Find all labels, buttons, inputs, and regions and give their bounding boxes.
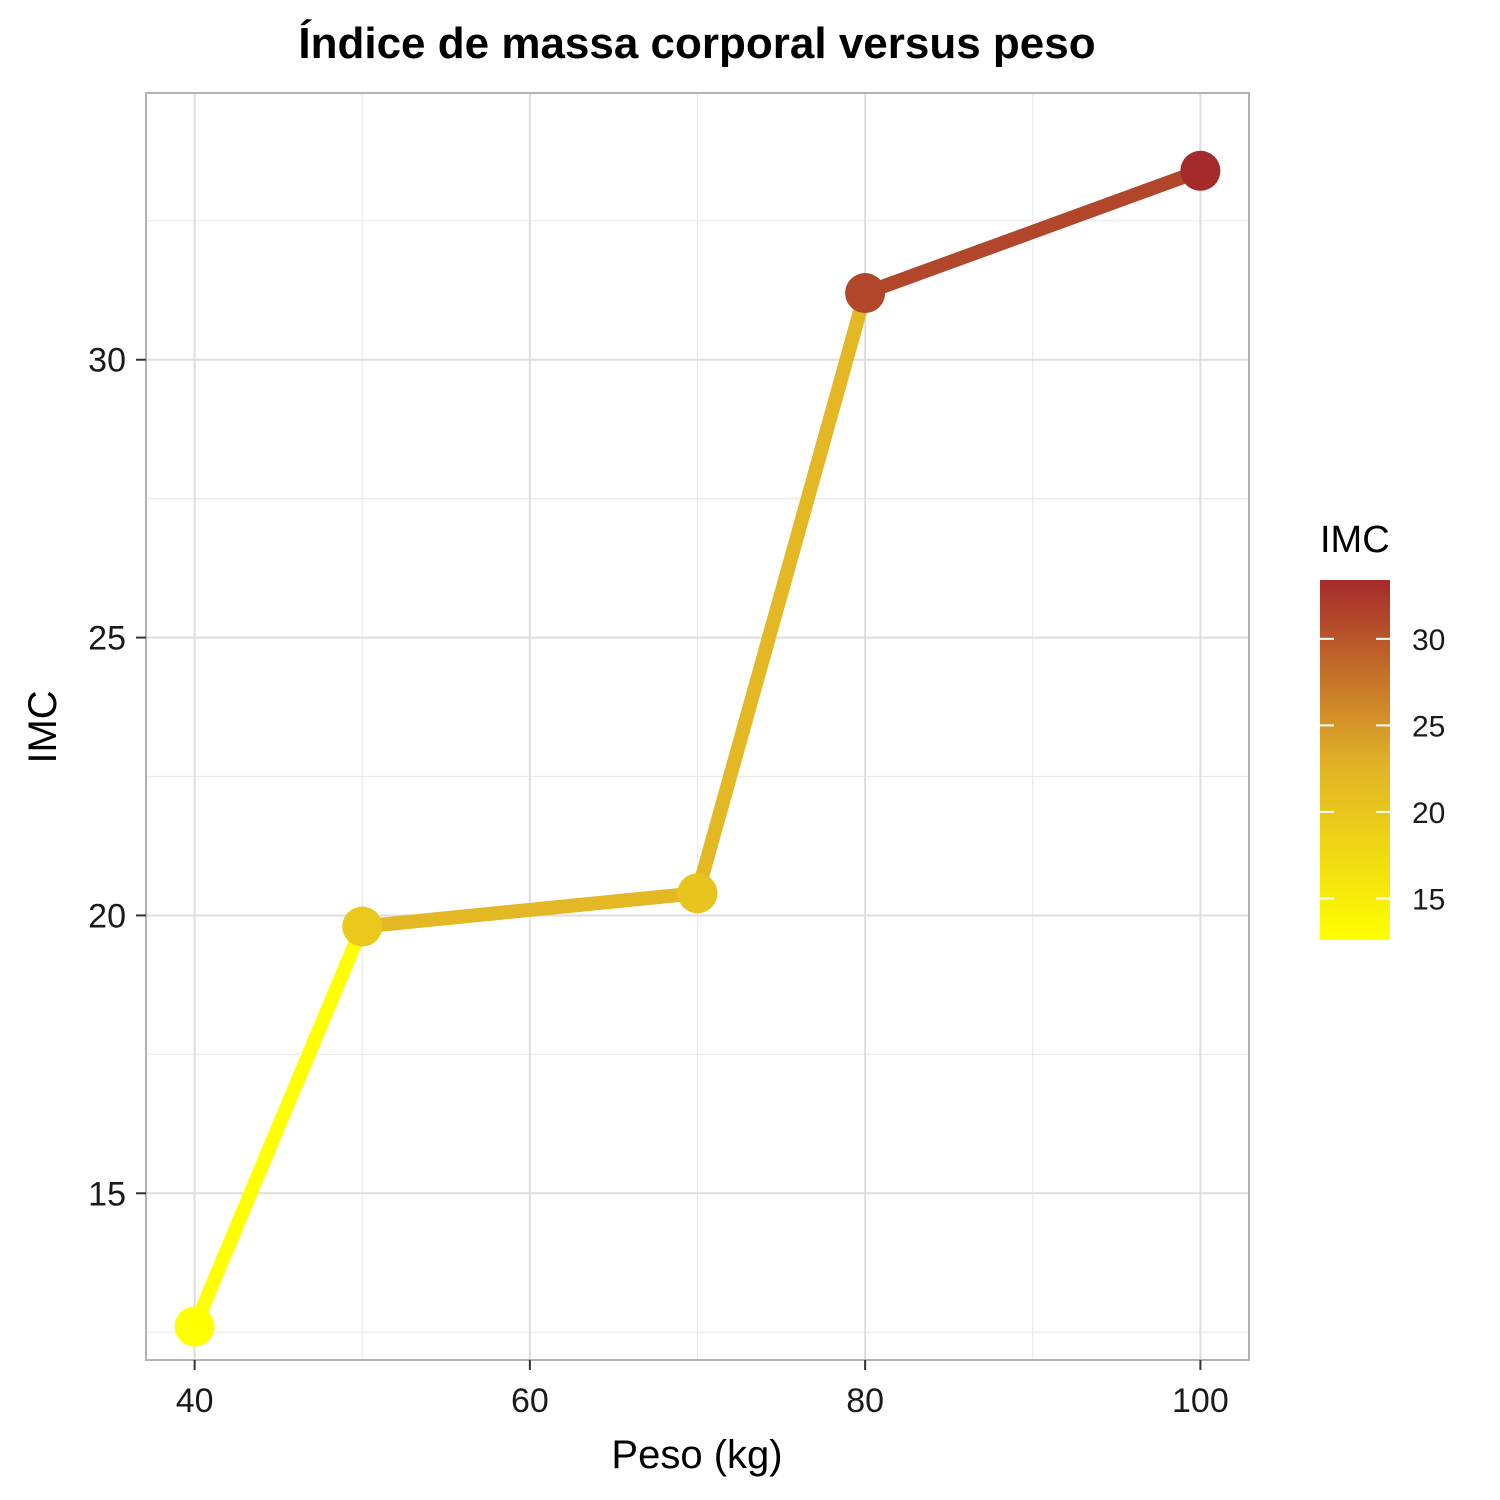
x-tick-label-0: 40 (176, 1382, 214, 1420)
line-segment-0 (188, 923, 369, 1330)
line-segment-1 (361, 886, 699, 934)
x-axis-title: Peso (kg) (611, 1433, 782, 1477)
plot-panel-border (145, 92, 1250, 1361)
y-tick-label-0: 15 (88, 1175, 126, 1213)
data-point-3 (845, 273, 886, 314)
line-segment-2 (690, 291, 872, 896)
grid-minor (146, 93, 1249, 1360)
data-point-0 (174, 1306, 215, 1347)
legend-tick-label-0: 15 (1412, 883, 1445, 916)
line-segment-3 (862, 164, 1203, 300)
chart-title: Índice de massa corporal versus peso (298, 18, 1095, 68)
y-tick-label-2: 25 (88, 620, 126, 658)
legend-title: IMC (1320, 519, 1390, 561)
x-tick-label-2: 80 (846, 1382, 884, 1420)
legend-tick-label-3: 30 (1412, 624, 1445, 657)
legend-colorbar (1320, 580, 1390, 940)
x-tick-label-3: 100 (1172, 1382, 1229, 1420)
data-point-4 (1180, 150, 1221, 191)
color-legend: IMC 15 20 25 30 (1320, 519, 1445, 940)
y-axis: 15 20 25 30 (88, 342, 146, 1213)
legend-ticks: 15 20 25 30 (1320, 624, 1445, 916)
y-tick-label-1: 20 (88, 897, 126, 935)
legend-tick-label-1: 20 (1412, 797, 1445, 830)
data-point-2 (677, 873, 718, 914)
x-axis: 40 60 80 100 (176, 1360, 1229, 1420)
data-point-1 (342, 906, 383, 947)
y-tick-label-3: 30 (88, 342, 126, 380)
x-tick-label-1: 60 (511, 1382, 549, 1420)
series-points (174, 150, 1221, 1347)
legend-tick-label-2: 25 (1412, 710, 1445, 743)
y-axis-title: IMC (21, 690, 65, 763)
series-line (188, 164, 1203, 1330)
